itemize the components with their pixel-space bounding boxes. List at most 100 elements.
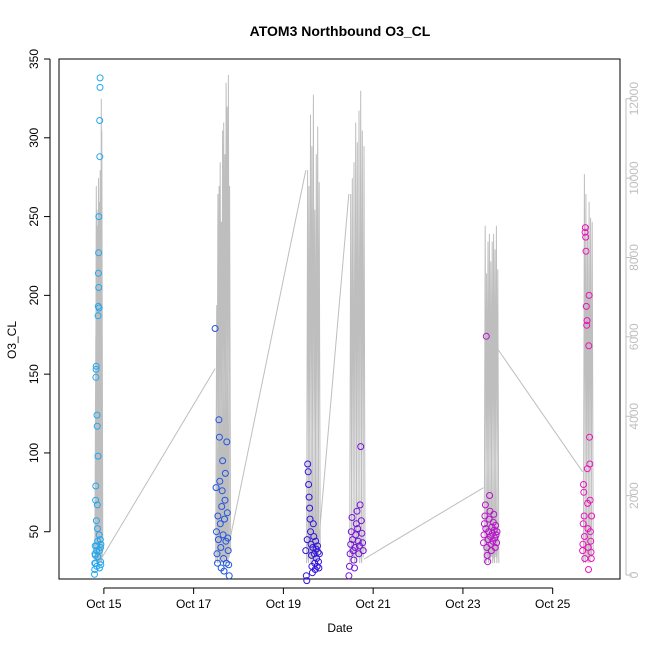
x-tick-label: Oct 21: [355, 597, 391, 611]
data-point: [484, 558, 492, 566]
secondary-connector: [318, 193, 350, 540]
data-point: [357, 517, 365, 525]
data-point: [586, 460, 594, 468]
data-point: [92, 362, 100, 370]
data-point: [585, 342, 593, 350]
data-point: [493, 539, 501, 547]
left-tick-label: 250: [27, 206, 41, 226]
data-point: [216, 477, 224, 485]
data-point: [480, 520, 488, 528]
x-tick-label: Oct 15: [86, 597, 122, 611]
data-point: [312, 537, 320, 545]
right-tick-label: 2000: [627, 482, 641, 509]
data-point: [94, 525, 101, 533]
secondary-line: [94, 74, 594, 564]
data-point: [583, 317, 591, 325]
data-point: [95, 284, 103, 291]
data-point: [359, 539, 367, 547]
data-point: [580, 481, 587, 488]
data-point: [588, 512, 596, 520]
data-point: [582, 233, 590, 241]
data-point: [215, 433, 223, 441]
data-point: [315, 564, 323, 572]
data-point: [583, 321, 591, 329]
data-point: [359, 547, 367, 555]
right-tick-label: 10000: [627, 161, 641, 195]
secondary-burst: [306, 94, 321, 564]
data-point: [351, 564, 358, 572]
data-point: [302, 547, 310, 555]
left-tick-label: 200: [27, 285, 41, 305]
data-point: [92, 365, 100, 373]
data-point: [348, 514, 356, 521]
data-point: [303, 536, 311, 544]
right-tick-label: 12000: [627, 82, 641, 116]
data-point: [480, 531, 488, 539]
data-point: [310, 533, 318, 540]
data-point: [582, 302, 590, 310]
data-point: [97, 544, 104, 551]
left-tick-label: 300: [27, 127, 41, 147]
data-point: [220, 567, 228, 575]
data-point: [346, 562, 353, 570]
data-point: [350, 556, 358, 564]
data-point: [95, 547, 103, 555]
data-point: [357, 443, 365, 451]
data-point: [581, 533, 588, 540]
left-tick-label: 50: [27, 525, 41, 539]
secondary-connector: [228, 170, 307, 544]
data-point: [213, 550, 221, 558]
data-point: [303, 577, 311, 585]
data-point: [304, 468, 312, 476]
data-point: [354, 525, 362, 533]
data-point: [93, 411, 101, 419]
right-y-axis: 0 2000 4000 6000 8000 10000 12000: [625, 82, 641, 578]
data-point: [313, 562, 321, 570]
data-point: [223, 438, 231, 446]
data-point: [492, 521, 500, 529]
data-point: [95, 213, 103, 221]
left-tick-label: 150: [27, 364, 41, 384]
chart-title: ATOM3 Northbound O3_CL: [250, 23, 431, 39]
data-point: [92, 482, 100, 490]
data-point: [306, 504, 314, 512]
data-point: [211, 325, 219, 332]
data-point: [352, 531, 360, 539]
data-point: [354, 537, 362, 545]
data-point: [587, 555, 595, 562]
data-point: [309, 520, 317, 528]
data-point: [586, 528, 594, 536]
data-point: [92, 517, 100, 525]
data-point: [304, 460, 312, 468]
data-point: [586, 433, 593, 441]
data-point: [306, 515, 314, 523]
data-point: [305, 481, 313, 488]
data-point: [480, 539, 487, 547]
data-point: [579, 520, 587, 528]
data-point: [97, 540, 105, 548]
data-point: [92, 373, 100, 381]
data-point: [352, 520, 360, 528]
data-point: [353, 507, 361, 515]
data-point: [305, 493, 313, 501]
left-tick-label: 100: [27, 443, 41, 463]
data-point: [95, 304, 103, 312]
data-point: [96, 74, 104, 82]
data-point: [356, 501, 364, 509]
y-axis-label: O3_CL: [5, 321, 19, 359]
data-point: [212, 484, 220, 492]
data-point: [491, 544, 499, 551]
data-point: [215, 416, 223, 424]
right-tick-label: 0: [627, 571, 641, 578]
data-point: [97, 561, 105, 569]
right-tick-label: 6000: [627, 323, 641, 350]
data-point: [586, 496, 594, 504]
left-tick-label: 350: [27, 49, 41, 69]
data-point: [581, 224, 589, 232]
data-point: [91, 570, 98, 578]
data-point: [221, 496, 229, 504]
data-point: [94, 312, 102, 320]
data-point: [481, 501, 489, 509]
data-point: [579, 540, 587, 548]
data-point: [223, 509, 231, 517]
